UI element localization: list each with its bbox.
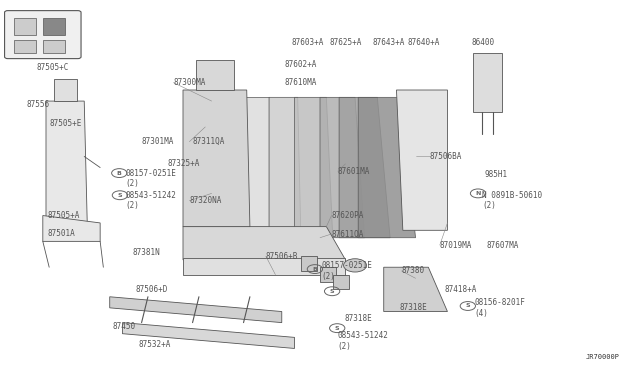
Text: 87556: 87556 [27, 100, 50, 109]
Text: 87318E: 87318E [399, 303, 428, 312]
Text: 87603+A: 87603+A [291, 38, 324, 46]
Text: B: B [312, 267, 317, 272]
Text: B: B [117, 171, 122, 176]
Text: 08543-51242
(2): 08543-51242 (2) [337, 331, 388, 351]
Text: 87318E: 87318E [344, 314, 372, 323]
Text: 87019MA: 87019MA [440, 241, 472, 250]
Text: 87320NA: 87320NA [189, 196, 221, 205]
Text: 87301MA: 87301MA [141, 137, 174, 146]
Text: 87418+A: 87418+A [444, 285, 477, 294]
Polygon shape [339, 97, 390, 238]
Text: 87602+A: 87602+A [285, 60, 317, 69]
Polygon shape [384, 267, 447, 311]
Text: S: S [465, 304, 470, 308]
Text: 87450: 87450 [113, 322, 136, 331]
FancyBboxPatch shape [4, 11, 81, 59]
Circle shape [344, 259, 367, 272]
Text: 08543-51242
(2): 08543-51242 (2) [125, 191, 177, 211]
Text: 86400: 86400 [472, 38, 495, 46]
Text: 87625+A: 87625+A [330, 38, 362, 46]
Polygon shape [358, 97, 415, 238]
Text: 87601MA: 87601MA [338, 167, 370, 176]
Text: 08157-0251E
(2): 08157-0251E (2) [125, 169, 177, 188]
Text: 87501A: 87501A [47, 230, 75, 238]
Polygon shape [396, 90, 447, 230]
FancyBboxPatch shape [43, 18, 65, 35]
Polygon shape [54, 79, 77, 101]
Text: 87505+C: 87505+C [36, 63, 69, 72]
Polygon shape [183, 258, 346, 275]
Polygon shape [122, 323, 294, 349]
Polygon shape [46, 101, 88, 230]
Text: 87381N: 87381N [132, 248, 160, 257]
Text: S: S [118, 193, 122, 198]
Text: 08157-0251E
(2): 08157-0251E (2) [321, 261, 372, 280]
Text: 87532+A: 87532+A [138, 340, 171, 349]
Text: N 0891B-50610
(2): N 0891B-50610 (2) [483, 191, 543, 211]
Text: 87505+A: 87505+A [47, 211, 79, 220]
Polygon shape [183, 90, 250, 227]
Text: 87610MA: 87610MA [285, 78, 317, 87]
Text: 87505+E: 87505+E [49, 119, 81, 128]
Text: 985H1: 985H1 [484, 170, 508, 179]
Polygon shape [109, 297, 282, 323]
Text: N: N [476, 191, 481, 196]
Polygon shape [320, 97, 365, 238]
Text: 87506+D: 87506+D [135, 285, 168, 294]
Text: 08156-8201F
(4): 08156-8201F (4) [474, 298, 525, 318]
Text: 87325+A: 87325+A [167, 159, 200, 169]
FancyBboxPatch shape [14, 40, 36, 53]
Text: 87607MA: 87607MA [487, 241, 519, 250]
Text: S: S [330, 289, 335, 294]
Polygon shape [294, 97, 333, 238]
FancyBboxPatch shape [14, 18, 36, 35]
Text: 87380: 87380 [401, 266, 425, 275]
Polygon shape [473, 53, 502, 112]
Polygon shape [196, 61, 234, 90]
Text: 87506+B: 87506+B [266, 251, 298, 261]
Polygon shape [244, 97, 269, 238]
Text: 87506BA: 87506BA [429, 152, 462, 161]
Polygon shape [333, 275, 349, 289]
Text: S: S [335, 326, 339, 331]
Text: 87620PA: 87620PA [332, 211, 364, 220]
Text: 87640+A: 87640+A [408, 38, 440, 46]
Polygon shape [183, 227, 346, 260]
FancyBboxPatch shape [43, 40, 65, 53]
Polygon shape [43, 215, 100, 241]
Polygon shape [320, 267, 336, 282]
Polygon shape [301, 256, 317, 271]
Polygon shape [269, 97, 301, 238]
Text: JR70000P: JR70000P [586, 353, 620, 359]
Text: 87311QA: 87311QA [193, 137, 225, 146]
Text: 87300MA: 87300MA [173, 78, 206, 87]
Text: 87643+A: 87643+A [373, 38, 405, 46]
Text: 87611QA: 87611QA [332, 230, 364, 238]
